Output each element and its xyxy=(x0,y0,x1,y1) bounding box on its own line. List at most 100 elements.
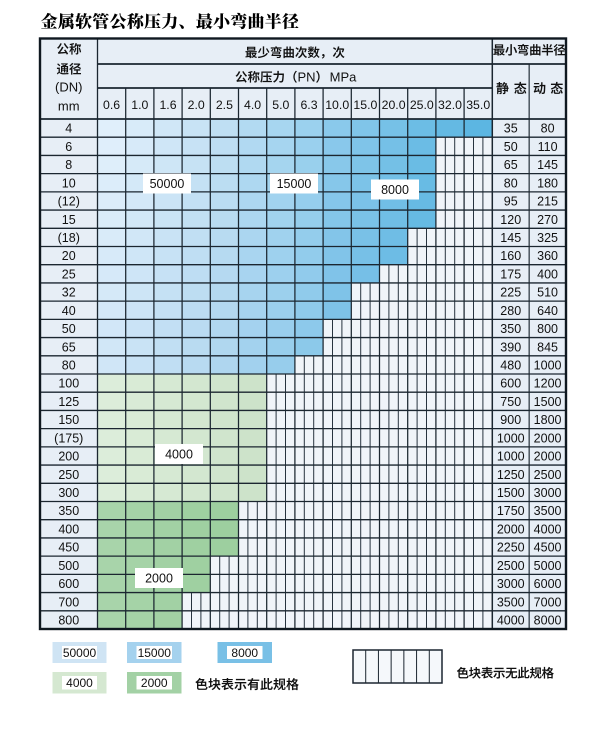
svg-text:10: 10 xyxy=(62,176,76,190)
svg-text:15.0: 15.0 xyxy=(353,98,377,112)
svg-text:350: 350 xyxy=(500,322,521,336)
svg-text:480: 480 xyxy=(500,358,521,372)
svg-text:3000: 3000 xyxy=(534,486,562,500)
svg-text:50: 50 xyxy=(504,140,518,154)
svg-text:400: 400 xyxy=(58,522,79,536)
svg-text:390: 390 xyxy=(500,340,521,354)
svg-text:50000: 50000 xyxy=(63,646,97,660)
svg-text:35.0: 35.0 xyxy=(466,98,490,112)
svg-text:4500: 4500 xyxy=(534,541,562,555)
svg-text:25: 25 xyxy=(62,267,76,281)
svg-text:300: 300 xyxy=(58,486,79,500)
svg-text:800: 800 xyxy=(537,322,558,336)
svg-text:600: 600 xyxy=(58,577,79,591)
svg-text:100: 100 xyxy=(58,377,79,391)
svg-text:80: 80 xyxy=(541,122,555,136)
svg-text:4: 4 xyxy=(65,122,72,136)
svg-text:1000: 1000 xyxy=(497,450,525,464)
svg-text:215: 215 xyxy=(537,195,558,209)
svg-text:50: 50 xyxy=(62,322,76,336)
svg-text:PN: PN xyxy=(297,70,315,85)
svg-text:4000: 4000 xyxy=(534,522,562,536)
svg-text:7000: 7000 xyxy=(534,595,562,609)
svg-text:3000: 3000 xyxy=(497,577,525,591)
svg-text:25.0: 25.0 xyxy=(410,98,434,112)
svg-text:65: 65 xyxy=(62,340,76,354)
svg-text:1500: 1500 xyxy=(497,486,525,500)
svg-text:40: 40 xyxy=(62,304,76,318)
svg-text:1000: 1000 xyxy=(534,358,562,372)
svg-text:400: 400 xyxy=(537,267,558,281)
svg-text:2000: 2000 xyxy=(534,450,562,464)
svg-text:1250: 1250 xyxy=(497,468,525,482)
svg-text:6: 6 xyxy=(65,140,72,154)
svg-text:2500: 2500 xyxy=(534,468,562,482)
svg-text:5000: 5000 xyxy=(534,559,562,573)
svg-text:65: 65 xyxy=(504,158,518,172)
svg-text:4000: 4000 xyxy=(165,448,193,462)
svg-text:MPa: MPa xyxy=(330,70,358,85)
svg-text:(175): (175) xyxy=(54,431,83,445)
svg-text:3500: 3500 xyxy=(497,595,525,609)
svg-text:3500: 3500 xyxy=(534,504,562,518)
svg-text:150: 150 xyxy=(58,413,79,427)
svg-text:20.0: 20.0 xyxy=(382,98,406,112)
svg-text:325: 325 xyxy=(537,231,558,245)
svg-text:600: 600 xyxy=(500,377,521,391)
svg-text:(18): (18) xyxy=(58,231,80,245)
svg-text:5.0: 5.0 xyxy=(272,98,289,112)
svg-text:2000: 2000 xyxy=(534,431,562,445)
svg-text:15: 15 xyxy=(62,213,76,227)
svg-text:145: 145 xyxy=(500,231,521,245)
svg-text:80: 80 xyxy=(62,358,76,372)
svg-text:4000: 4000 xyxy=(66,676,93,690)
svg-text:8: 8 xyxy=(65,158,72,172)
svg-text:500: 500 xyxy=(58,559,79,573)
svg-text:mm: mm xyxy=(58,99,80,114)
svg-text:280: 280 xyxy=(500,304,521,318)
svg-text:125: 125 xyxy=(58,395,79,409)
svg-text:15000: 15000 xyxy=(277,177,312,191)
svg-text:700: 700 xyxy=(58,595,79,609)
svg-text:6000: 6000 xyxy=(534,577,562,591)
svg-text:900: 900 xyxy=(500,413,521,427)
svg-text:450: 450 xyxy=(58,541,79,555)
svg-text:8000: 8000 xyxy=(381,183,409,197)
svg-text:1500: 1500 xyxy=(534,395,562,409)
svg-text:4000: 4000 xyxy=(497,613,525,627)
svg-text:8000: 8000 xyxy=(231,646,258,660)
svg-text:95: 95 xyxy=(504,195,518,209)
svg-text:510: 510 xyxy=(537,286,558,300)
svg-text:0.6: 0.6 xyxy=(103,98,120,112)
svg-text:32: 32 xyxy=(62,286,76,300)
svg-text:15000: 15000 xyxy=(138,646,172,660)
svg-text:80: 80 xyxy=(504,176,518,190)
svg-text:8000: 8000 xyxy=(534,613,562,627)
svg-text:160: 160 xyxy=(500,249,521,263)
svg-text:175: 175 xyxy=(500,267,521,281)
svg-text:200: 200 xyxy=(58,450,79,464)
svg-text:2.0: 2.0 xyxy=(188,98,205,112)
svg-text:750: 750 xyxy=(500,395,521,409)
svg-text:1.6: 1.6 xyxy=(159,98,176,112)
svg-text:50000: 50000 xyxy=(150,177,185,191)
svg-text:1200: 1200 xyxy=(534,377,562,391)
svg-text:2000: 2000 xyxy=(141,676,168,690)
svg-text:(12): (12) xyxy=(58,195,80,209)
svg-text:110: 110 xyxy=(538,140,558,154)
svg-text:225: 225 xyxy=(500,286,521,300)
svg-text:2000: 2000 xyxy=(497,522,525,536)
svg-text:1800: 1800 xyxy=(534,413,562,427)
svg-text:640: 640 xyxy=(537,304,558,318)
svg-text:2.5: 2.5 xyxy=(216,98,233,112)
svg-text:270: 270 xyxy=(537,213,558,227)
svg-text:360: 360 xyxy=(537,249,558,263)
svg-text:20: 20 xyxy=(62,249,76,263)
svg-text:2250: 2250 xyxy=(497,541,525,555)
svg-text:250: 250 xyxy=(58,468,79,482)
svg-text:845: 845 xyxy=(537,340,558,354)
svg-text:1000: 1000 xyxy=(497,431,525,445)
svg-text:145: 145 xyxy=(537,158,558,172)
svg-text:(DN): (DN) xyxy=(55,80,82,95)
svg-text:4.0: 4.0 xyxy=(244,98,261,112)
